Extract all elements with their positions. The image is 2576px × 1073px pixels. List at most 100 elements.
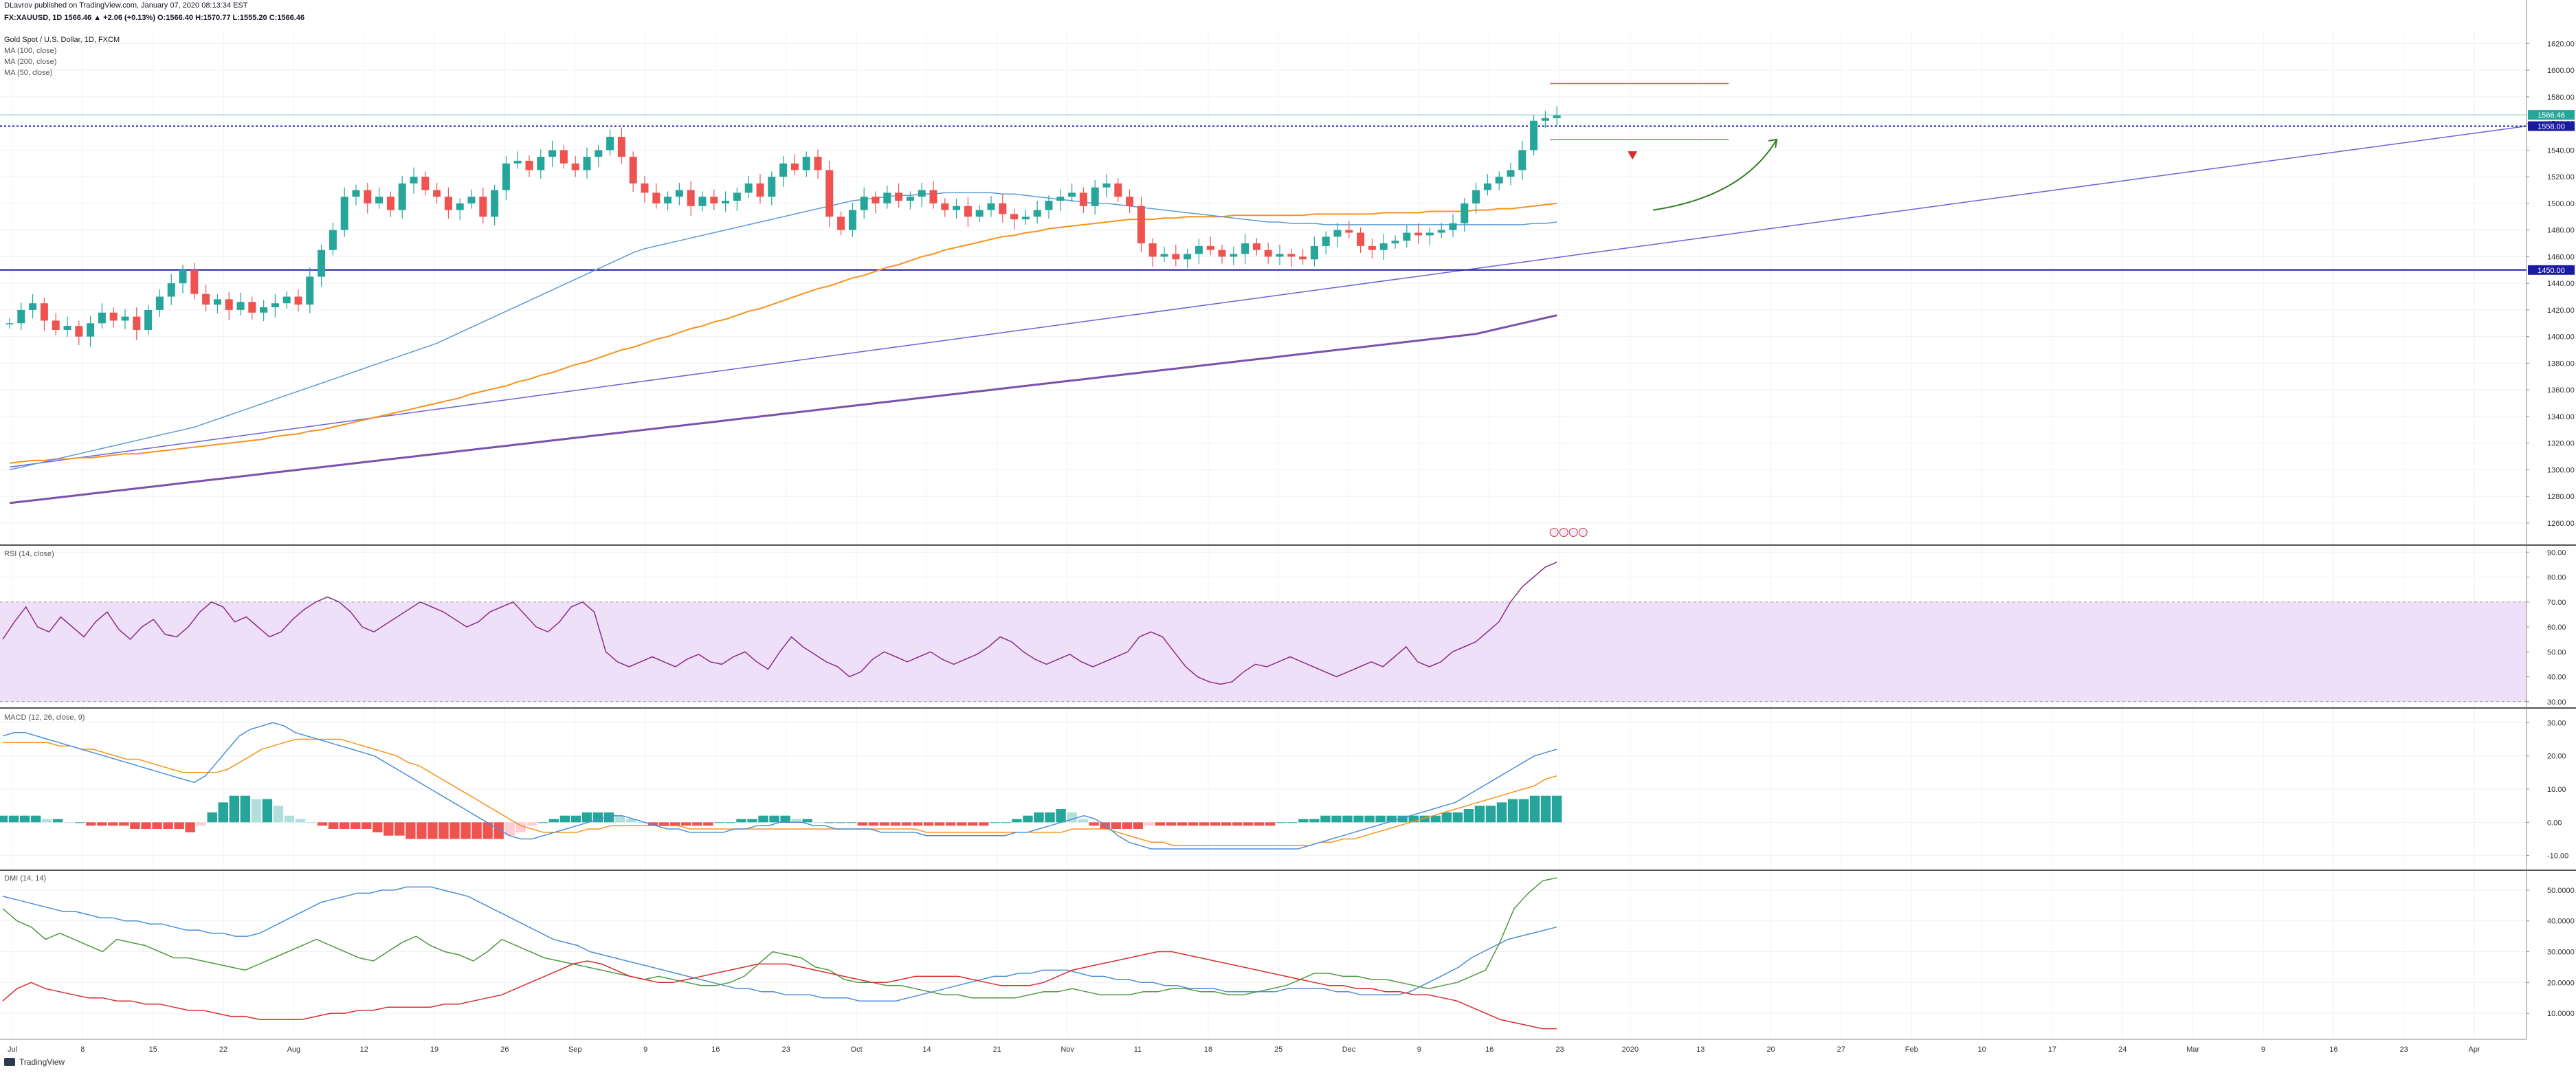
macd-histogram-bar — [339, 822, 350, 829]
macd-histogram-bar — [769, 815, 779, 823]
x-tick-label: 24 — [2118, 1046, 2127, 1054]
candle — [202, 294, 210, 305]
macd-histogram-bar — [428, 822, 438, 839]
candle — [1241, 243, 1250, 254]
macd-histogram-bar — [97, 822, 107, 826]
macd-line — [2, 722, 1557, 850]
candle — [999, 203, 1007, 214]
candle — [491, 190, 499, 217]
macd-histogram-bar — [449, 822, 460, 839]
candle — [1172, 254, 1180, 260]
macd-histogram-bar — [240, 795, 251, 823]
price-pane-title[interactable]: Gold Spot / U.S. Dollar, 1D, FXCM — [4, 36, 120, 44]
y-tick-label: 1600.00 — [2547, 67, 2575, 75]
macd-histogram-bar — [879, 822, 890, 826]
y-tick-label: 1420.00 — [2547, 307, 2575, 315]
price-pane[interactable] — [0, 106, 2527, 702]
grid-lines — [0, 30, 2527, 1038]
economic-event-flag-icon — [1559, 527, 1568, 537]
macd-histogram-bar — [1463, 809, 1474, 823]
published-text: DLavrov published on TradingView.com, Ja… — [4, 1, 248, 10]
macd-histogram-bar — [570, 815, 581, 823]
macd-histogram-bar — [1386, 815, 1397, 823]
candle — [1357, 232, 1365, 246]
macd-histogram-bar — [1353, 815, 1364, 823]
y-tick-label: 1260.00 — [2547, 520, 2575, 528]
macd-histogram-bar — [1078, 819, 1088, 823]
candle — [1391, 241, 1399, 244]
legend-ma50[interactable]: MA (50, close) — [4, 69, 53, 77]
x-tick-label: 9 — [643, 1046, 647, 1054]
macd-histogram-bar — [1375, 815, 1386, 823]
rsi-title[interactable]: RSI (14, close) — [4, 550, 54, 558]
candle — [825, 170, 834, 217]
y-tick-label: 40.00 — [2547, 674, 2566, 682]
y-tick-label: 50.00 — [2547, 648, 2566, 656]
footer-brand[interactable]: TradingView — [4, 1057, 65, 1067]
macd-histogram-bar — [945, 822, 956, 826]
macd-histogram-bar — [1551, 795, 1562, 823]
macd-histogram-bar — [670, 822, 680, 826]
time-axis[interactable]: Jul 8 15 22 Aug 12 19 26 Sep 9 16 23 Oct 14 21 Nov 11 18 2… — [0, 1039, 2527, 1054]
candle — [1425, 232, 1434, 236]
macd-histogram-bar — [406, 822, 416, 839]
x-tick-label: 18 — [1204, 1046, 1212, 1054]
macd-histogram-bar — [207, 812, 217, 823]
macd-histogram-bar — [251, 799, 262, 823]
y-tick-label: 1380.00 — [2547, 359, 2575, 368]
candle — [167, 283, 175, 297]
y-tick-label: 1580.00 — [2547, 93, 2575, 102]
macd-histogram-bar — [0, 815, 8, 823]
candle — [340, 197, 348, 230]
macd-histogram-bar — [658, 822, 669, 826]
candle — [144, 309, 153, 330]
ma100-line — [9, 192, 1557, 471]
x-tick-label: 23 — [2400, 1046, 2408, 1054]
macd-histogram-bar — [108, 822, 118, 826]
rsi-pane[interactable] — [0, 562, 2527, 703]
legend-ma200[interactable]: MA (200, close) — [4, 58, 57, 66]
legend-ma100[interactable]: MA (100, close) — [4, 47, 57, 55]
candle — [421, 177, 430, 190]
macd-histogram-bar — [681, 822, 691, 826]
bullish-arrow-head — [1768, 138, 1778, 148]
x-tick-label: Nov — [1061, 1046, 1074, 1054]
candle — [364, 190, 372, 203]
price-axis[interactable]: 1620.001600.001580.001560.001540.001520.… — [2526, 0, 2575, 1039]
y-tick-label: 50.0000 — [2547, 887, 2575, 895]
macd-histogram-bar — [1496, 802, 1507, 823]
macd-histogram-bar — [482, 822, 493, 839]
y-tick-label: 10.0000 — [2547, 1010, 2575, 1018]
x-tick-label: 14 — [922, 1046, 931, 1054]
macd-histogram-bar — [614, 815, 625, 823]
x-tick-label: Apr — [2468, 1046, 2480, 1054]
macd-histogram-bar — [901, 822, 912, 826]
macd-pane[interactable] — [0, 722, 1562, 850]
candle — [1483, 183, 1491, 190]
dmi-pane[interactable] — [2, 877, 1557, 1030]
macd-histogram-bar — [736, 819, 746, 823]
candle — [1299, 256, 1307, 260]
y-tick-label: 20.0000 — [2547, 979, 2575, 987]
y-tick-label: 1500.00 — [2547, 200, 2575, 208]
support-price-label-bg — [2528, 265, 2575, 275]
macd-histogram-bar — [692, 822, 702, 826]
macd-title[interactable]: MACD (12, 26, close, 9) — [4, 714, 85, 722]
macd-histogram-bar — [725, 822, 735, 823]
drawing-annotations — [1549, 82, 1778, 537]
macd-histogram-bar — [647, 822, 658, 826]
candle — [548, 150, 557, 157]
dmi-title[interactable]: DMI (14, 14) — [4, 874, 47, 883]
candle — [1010, 214, 1019, 220]
candle — [433, 190, 441, 197]
y-tick-label: -10.00 — [2547, 852, 2568, 861]
macd-histogram-bar — [868, 822, 879, 826]
y-tick-label: 1320.00 — [2547, 440, 2575, 448]
macd-histogram-bar — [1364, 815, 1375, 823]
y-tick-label: 30.00 — [2547, 698, 2566, 707]
macd-histogram-bar — [835, 822, 846, 823]
macd-histogram-bar — [1133, 822, 1144, 829]
candle — [213, 299, 221, 305]
candle — [802, 157, 810, 170]
macd-histogram-bar — [1056, 809, 1066, 823]
